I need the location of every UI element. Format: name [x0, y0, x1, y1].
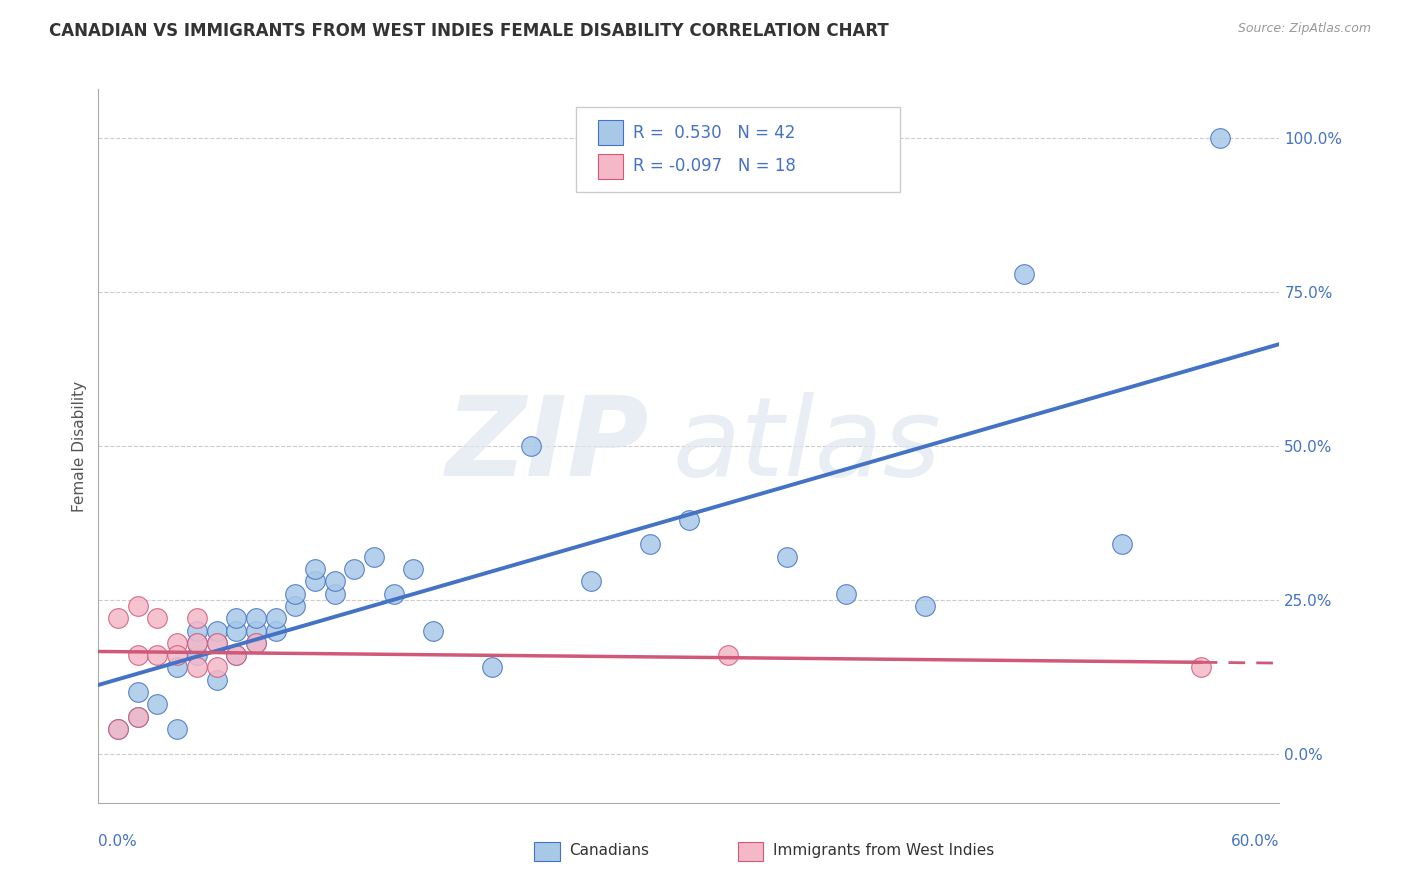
Text: 0.0%: 0.0%	[98, 834, 138, 849]
Y-axis label: Female Disability: Female Disability	[72, 380, 87, 512]
Point	[166, 648, 188, 662]
Text: 60.0%: 60.0%	[1232, 834, 1279, 849]
Point	[166, 660, 188, 674]
Point	[245, 624, 267, 638]
Point	[579, 574, 602, 589]
Point	[776, 549, 799, 564]
Point	[205, 624, 228, 638]
Point	[284, 599, 307, 613]
Text: Immigrants from West Indies: Immigrants from West Indies	[773, 843, 994, 857]
Point	[186, 636, 208, 650]
Point	[914, 599, 936, 613]
Text: Source: ZipAtlas.com: Source: ZipAtlas.com	[1237, 22, 1371, 36]
Point	[225, 648, 247, 662]
Point	[638, 537, 661, 551]
Point	[146, 698, 169, 712]
Point	[343, 562, 366, 576]
Text: Canadians: Canadians	[569, 843, 650, 857]
Point	[166, 636, 188, 650]
Point	[363, 549, 385, 564]
Text: R = -0.097   N = 18: R = -0.097 N = 18	[633, 157, 796, 175]
Point	[107, 611, 129, 625]
Point	[186, 660, 208, 674]
Point	[717, 648, 740, 662]
Point	[166, 722, 188, 736]
Point	[382, 587, 405, 601]
Point	[481, 660, 503, 674]
Point	[323, 574, 346, 589]
Point	[245, 636, 267, 650]
Point	[323, 587, 346, 601]
Point	[402, 562, 425, 576]
Point	[1189, 660, 1212, 674]
Text: R =  0.530   N = 42: R = 0.530 N = 42	[633, 124, 794, 142]
Point	[264, 611, 287, 625]
Point	[245, 636, 267, 650]
Point	[127, 648, 149, 662]
Point	[205, 636, 228, 650]
Point	[678, 513, 700, 527]
Point	[520, 439, 543, 453]
Point	[205, 673, 228, 687]
Point	[422, 624, 444, 638]
Point	[186, 648, 208, 662]
Point	[245, 611, 267, 625]
Point	[127, 599, 149, 613]
Point	[186, 636, 208, 650]
Point	[107, 722, 129, 736]
Point	[205, 636, 228, 650]
Point	[107, 722, 129, 736]
Text: atlas: atlas	[672, 392, 942, 500]
Point	[205, 660, 228, 674]
Point	[1209, 131, 1232, 145]
Point	[225, 611, 247, 625]
Point	[186, 624, 208, 638]
Point	[304, 574, 326, 589]
Text: ZIP: ZIP	[446, 392, 650, 500]
Point	[225, 624, 247, 638]
Point	[284, 587, 307, 601]
Point	[835, 587, 858, 601]
Point	[1012, 267, 1035, 281]
Point	[186, 611, 208, 625]
Point	[127, 709, 149, 723]
Point	[127, 709, 149, 723]
Point	[146, 611, 169, 625]
Point	[1111, 537, 1133, 551]
Point	[127, 685, 149, 699]
Point	[304, 562, 326, 576]
Text: CANADIAN VS IMMIGRANTS FROM WEST INDIES FEMALE DISABILITY CORRELATION CHART: CANADIAN VS IMMIGRANTS FROM WEST INDIES …	[49, 22, 889, 40]
Point	[146, 648, 169, 662]
Point	[264, 624, 287, 638]
Point	[225, 648, 247, 662]
